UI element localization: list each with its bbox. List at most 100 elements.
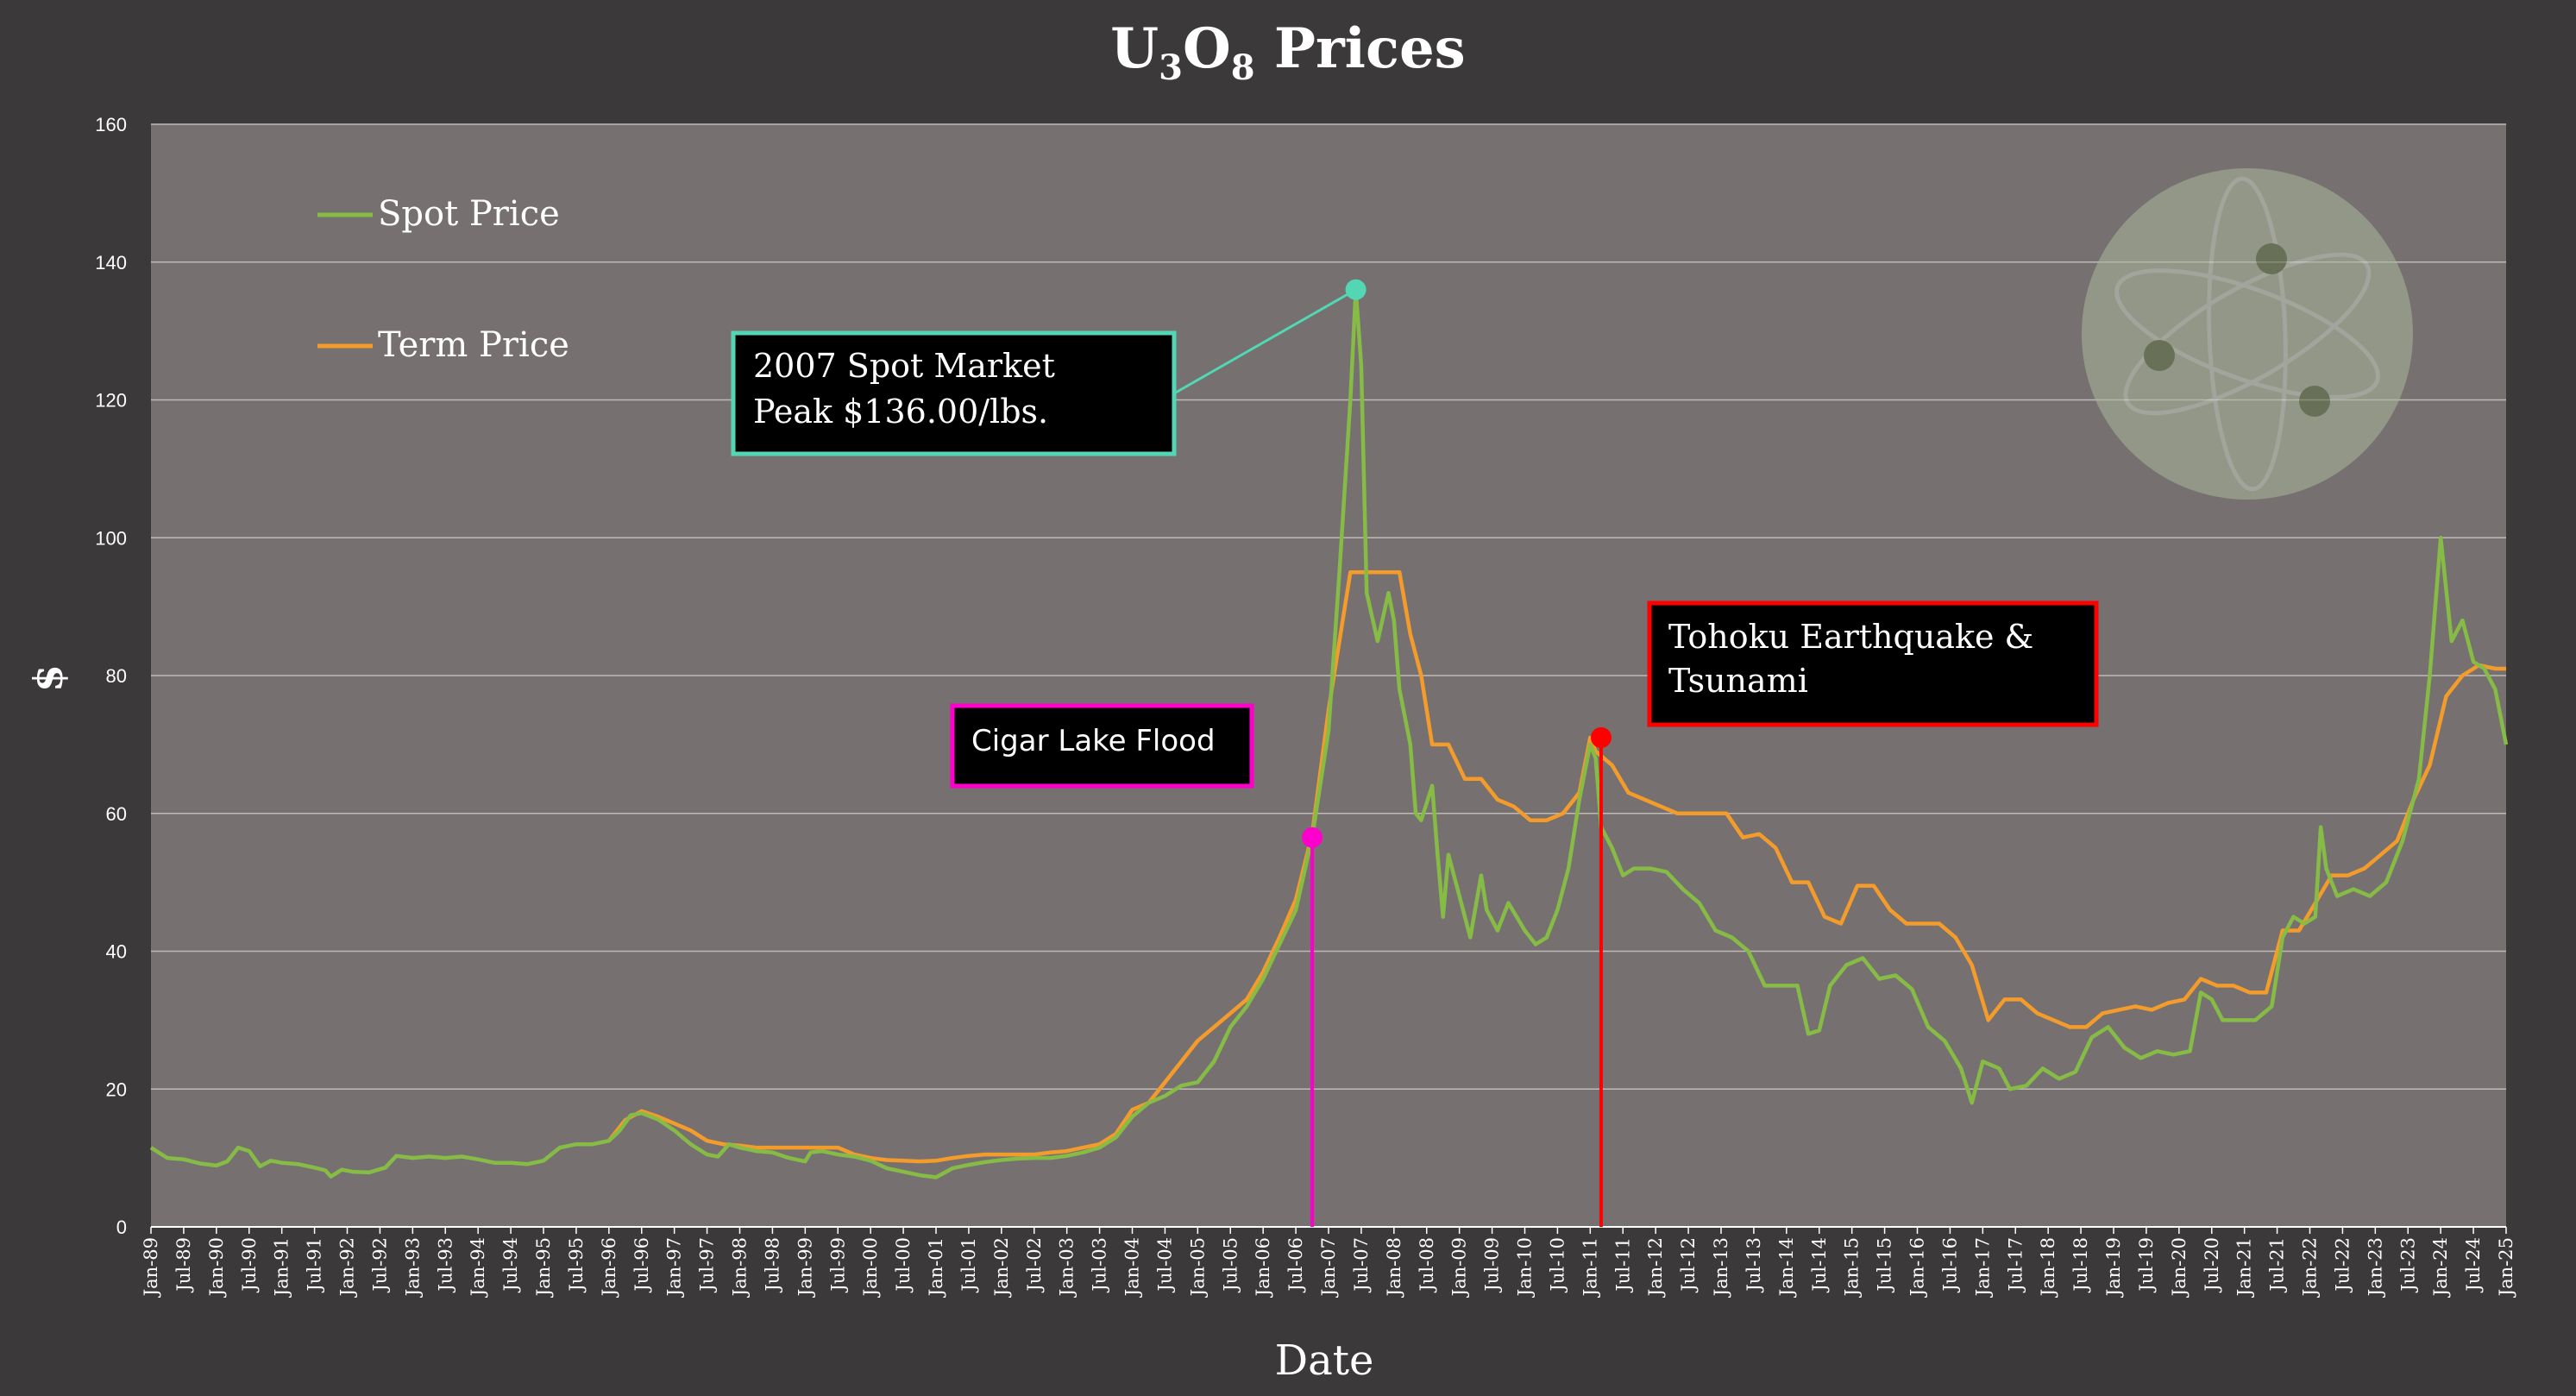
x-tick-label: Jul-22	[2332, 1237, 2353, 1292]
y-tick-label: 160	[95, 114, 127, 135]
x-tick-label: Jan-06	[1253, 1237, 1273, 1298]
cigar-lake-marker	[1302, 827, 1323, 848]
x-tick-label: Jul-21	[2267, 1237, 2288, 1292]
x-tick-label: Jan-11	[1580, 1237, 1600, 1298]
x-tick-label: Jul-20	[2202, 1237, 2222, 1292]
atom-icon	[2082, 168, 2413, 500]
x-axis-title: Date	[1275, 1336, 1374, 1385]
x-tick-label: Jul-98	[762, 1237, 782, 1292]
x-tick-label: Jan-93	[402, 1237, 423, 1298]
x-tick-label: Jul-24	[2463, 1237, 2484, 1292]
x-tick-label: Jan-16	[1907, 1237, 1928, 1298]
x-tick-label: Jan-25	[2496, 1237, 2516, 1298]
chart-title: U3O8 Prices	[1110, 16, 1465, 88]
x-tick-label: Jan-98	[730, 1237, 751, 1298]
y-tick-label: 100	[95, 527, 127, 549]
x-tick-label: Jul-97	[697, 1237, 718, 1292]
peak-marker	[1345, 279, 1367, 300]
series-line-spot-price	[149, 287, 2509, 1179]
x-tick-label: Jan-04	[1122, 1237, 1143, 1298]
x-tick-label: Jul-01	[958, 1237, 979, 1292]
x-tick-label: Jan-03	[1057, 1237, 1078, 1298]
x-tick-label: Jul-06	[1285, 1237, 1306, 1292]
y-tick-label: 60	[106, 803, 127, 825]
x-tick-label: Jan-91	[272, 1237, 292, 1298]
peak-callout-line2: Peak $136.00/lbs.	[753, 393, 1048, 431]
x-tick-label: Jul-11	[1612, 1237, 1633, 1292]
y-tick-label: 140	[95, 252, 127, 274]
x-tick-label: Jul-23	[2397, 1237, 2418, 1292]
x-tick-label: Jul-12	[1678, 1237, 1699, 1292]
x-tick-label: Jul-07	[1351, 1237, 1372, 1292]
x-tick-label: Jan-07	[1318, 1237, 1339, 1298]
tohoku-callout: Tohoku Earthquake & Tsunami	[1647, 601, 2099, 727]
x-tick-label: Jan-00	[860, 1237, 881, 1298]
x-tick-label: Jul-91	[305, 1237, 325, 1292]
x-tick-label: Jan-92	[337, 1237, 358, 1298]
x-tick-label: Jul-16	[1939, 1237, 1960, 1292]
x-tick-label: Jan-17	[1972, 1237, 1993, 1298]
x-tick-label: Jan-18	[2038, 1237, 2058, 1298]
x-tick-label: Jul-05	[1220, 1237, 1241, 1292]
y-tick-label: 20	[106, 1078, 127, 1100]
y-axis-ticks: 0 20 40 60 80 100 120 140 160	[95, 114, 127, 1238]
x-tick-label: Jan-19	[2103, 1237, 2124, 1298]
y-tick-label: 120	[95, 390, 127, 412]
x-tick-label: Jul-13	[1744, 1237, 1764, 1292]
x-tick-label: Jul-09	[1482, 1237, 1503, 1292]
x-tick-label: Jan-24	[2430, 1237, 2451, 1298]
cigar-callout: Cigar Lake Flood	[950, 703, 1254, 789]
x-tick-label: Jul-14	[1809, 1237, 1830, 1292]
peak-callout-connector	[1173, 288, 1357, 395]
x-tick-label: Jul-08	[1417, 1237, 1437, 1292]
x-tick-label: Jan-20	[2169, 1237, 2190, 1298]
peak-callout: 2007 Spot Market Peak $136.00/lbs.	[731, 330, 1177, 456]
x-tick-label: Jul-93	[435, 1237, 456, 1292]
x-tick-label: Jan-96	[599, 1237, 619, 1298]
y-tick-label: 0	[116, 1217, 127, 1238]
x-tick-label: Jul-17	[2005, 1237, 2026, 1292]
x-tick-label: Jan-89	[141, 1237, 161, 1298]
x-tick-label: Jul-96	[631, 1237, 652, 1292]
tohoku-marker	[1590, 726, 1612, 748]
x-tick-label: Jul-10	[1547, 1237, 1568, 1292]
x-tick-label: Jan-13	[1711, 1237, 1731, 1298]
legend-spot-label: Spot Price	[378, 194, 560, 234]
x-tick-label: Jul-89	[173, 1237, 194, 1292]
x-tick-label: Jul-94	[500, 1237, 521, 1292]
x-tick-label: Jul-02	[1024, 1237, 1045, 1292]
x-tick-label: Jul-92	[369, 1237, 390, 1292]
x-tick-label: Jul-04	[1154, 1237, 1175, 1292]
x-tick-label: Jan-05	[1187, 1237, 1208, 1298]
x-tick-label: Jan-14	[1776, 1237, 1797, 1298]
x-tick-label: Jul-19	[2136, 1237, 2157, 1292]
peak-callout-line1: 2007 Spot Market	[753, 347, 1055, 385]
x-tick-label: Jan-90	[206, 1237, 227, 1298]
x-axis-ticks: Jan-89 Jul-89 Jan-90 Jul-90 Jan-91 Jul-91 Jan-…	[141, 1227, 2516, 1298]
x-tick-label: Jul-00	[893, 1237, 914, 1292]
x-tick-label: Jul-15	[1875, 1237, 1895, 1292]
x-tick-label: Jan-10	[1515, 1237, 1536, 1298]
cigar-callout-label: Cigar Lake Flood	[971, 724, 1216, 758]
x-tick-label: Jul-18	[2070, 1237, 2091, 1292]
x-tick-label: Jan-22	[2300, 1237, 2321, 1298]
x-tick-label: Jan-15	[1842, 1237, 1863, 1298]
x-tick-label: Jul-99	[827, 1237, 848, 1292]
x-tick-label: Jan-94	[468, 1237, 488, 1298]
x-tick-label: Jan-99	[795, 1237, 815, 1298]
series-line-term-price	[607, 569, 2506, 1164]
y-axis-title: $	[25, 664, 72, 692]
tohoku-callout-line2: Tsunami	[1668, 662, 1808, 700]
x-tick-label: Jul-95	[566, 1237, 587, 1292]
x-tick-label: Jan-95	[533, 1237, 554, 1298]
y-tick-label: 40	[106, 941, 127, 963]
x-tick-label: Jan-23	[2365, 1237, 2385, 1298]
x-tick-label: Jan-08	[1384, 1237, 1404, 1298]
x-tick-label: Jan-02	[991, 1237, 1012, 1298]
x-tick-label: Jan-21	[2234, 1237, 2255, 1298]
legend-term-label: Term Price	[378, 325, 569, 365]
x-tick-label: Jan-97	[664, 1237, 685, 1298]
x-tick-label: Jan-12	[1645, 1237, 1666, 1298]
x-tick-label: Jul-90	[239, 1237, 260, 1292]
x-tick-label: Jan-01	[926, 1237, 946, 1298]
